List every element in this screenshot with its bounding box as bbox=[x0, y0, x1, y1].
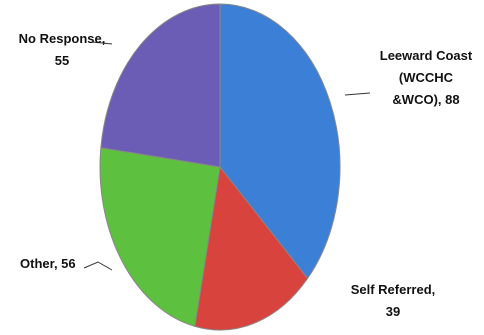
pie-slice bbox=[100, 3, 221, 168]
data-label-line: Self Referred, bbox=[351, 282, 436, 297]
data-label: No Response, 55 bbox=[19, 31, 106, 68]
labels: Leeward Coast (WCCHC &WCO), 88 Self Referre… bbox=[19, 31, 473, 319]
pie-slice bbox=[99, 147, 221, 328]
data-label-line: 39 bbox=[386, 304, 400, 319]
data-label-line: 55 bbox=[55, 53, 69, 68]
pie bbox=[99, 3, 341, 331]
data-label: Leeward Coast (WCCHC &WCO), 88 bbox=[380, 48, 473, 107]
data-label-line: No Response, bbox=[19, 31, 106, 46]
data-label: Self Referred, 39 bbox=[351, 282, 436, 319]
leader-line bbox=[91, 41, 113, 45]
data-label-line: Leeward Coast bbox=[380, 48, 473, 63]
data-label-line: Other, 56 bbox=[20, 256, 76, 271]
leader-lines bbox=[83, 41, 371, 271]
leader-line bbox=[83, 261, 113, 271]
data-label: Other, 56 bbox=[20, 256, 76, 271]
data-label-line: &WCO), 88 bbox=[392, 92, 459, 107]
data-label-line: (WCCHC bbox=[399, 70, 454, 85]
leader-line bbox=[344, 92, 371, 96]
pie-slice bbox=[194, 165, 309, 331]
pie-slice bbox=[219, 3, 341, 280]
